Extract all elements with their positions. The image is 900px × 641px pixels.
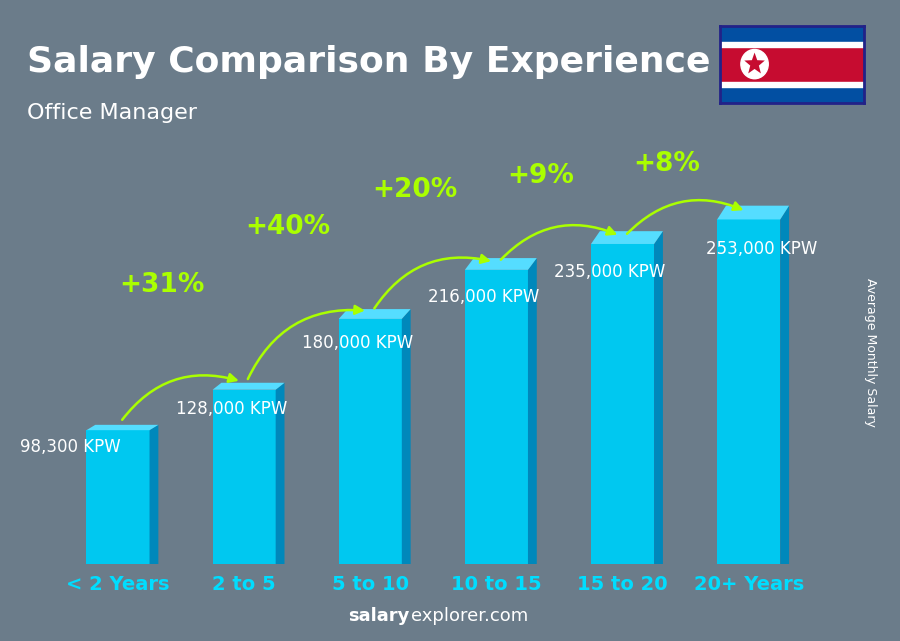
Text: Salary Comparison By Experience: Salary Comparison By Experience (27, 45, 710, 79)
Bar (720, 42, 864, 47)
Polygon shape (465, 270, 528, 564)
Polygon shape (212, 383, 284, 390)
Text: 128,000 KPW: 128,000 KPW (176, 400, 287, 418)
Bar (720, 46, 864, 83)
Polygon shape (86, 430, 149, 564)
Circle shape (741, 49, 769, 79)
Text: +8%: +8% (634, 151, 700, 177)
Text: +31%: +31% (120, 272, 205, 299)
Bar (720, 82, 864, 87)
Text: Average Monthly Salary: Average Monthly Salary (865, 278, 878, 427)
Text: Office Manager: Office Manager (27, 103, 197, 122)
Polygon shape (275, 383, 284, 564)
Polygon shape (86, 425, 158, 430)
Polygon shape (717, 206, 789, 219)
Polygon shape (212, 390, 275, 564)
Polygon shape (717, 219, 780, 564)
Text: 235,000 KPW: 235,000 KPW (554, 263, 666, 281)
Bar (720, 86, 864, 103)
Polygon shape (465, 258, 536, 270)
Polygon shape (338, 309, 410, 319)
Polygon shape (591, 231, 663, 244)
Text: 98,300 KPW: 98,300 KPW (20, 438, 121, 456)
Text: salary: salary (348, 607, 410, 625)
Text: explorer.com: explorer.com (411, 607, 528, 625)
Polygon shape (528, 258, 536, 564)
Bar (720, 26, 864, 42)
Polygon shape (591, 244, 654, 564)
Text: 253,000 KPW: 253,000 KPW (706, 240, 817, 258)
Text: +9%: +9% (507, 163, 574, 190)
Polygon shape (780, 206, 789, 564)
Polygon shape (401, 309, 410, 564)
Text: 180,000 KPW: 180,000 KPW (302, 333, 413, 352)
Text: 216,000 KPW: 216,000 KPW (428, 288, 539, 306)
Polygon shape (654, 231, 663, 564)
Text: +20%: +20% (372, 177, 457, 203)
Text: +40%: +40% (246, 214, 331, 240)
Polygon shape (149, 425, 158, 564)
Polygon shape (744, 53, 765, 74)
Polygon shape (338, 319, 401, 564)
